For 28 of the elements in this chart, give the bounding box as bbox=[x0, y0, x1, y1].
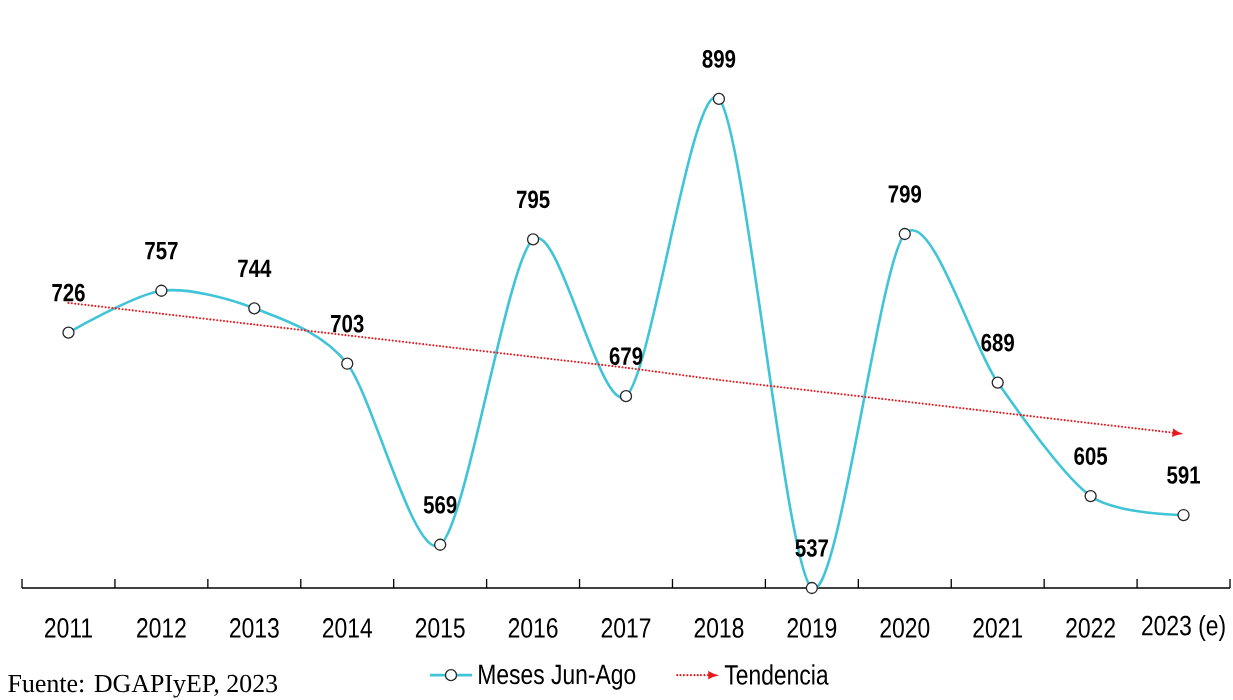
x-tick-label: 2019 bbox=[787, 618, 837, 638]
source-note: Fuente: DGAPIyEP, 2023 bbox=[8, 674, 278, 698]
data-label: 569 bbox=[423, 495, 457, 514]
x-tick-label: 2020 bbox=[880, 618, 930, 638]
x-tick-label: 2018 bbox=[694, 618, 744, 638]
x-tick-label: 2012 bbox=[137, 618, 186, 638]
x-tick-label: 2014 bbox=[322, 618, 372, 638]
data-label: 605 bbox=[1074, 447, 1108, 465]
data-label: 726 bbox=[52, 283, 85, 302]
data-label: 689 bbox=[981, 333, 1014, 352]
data-label: 703 bbox=[331, 314, 364, 333]
data-label: 899 bbox=[702, 50, 736, 68]
data-label: 591 bbox=[1167, 466, 1201, 484]
x-tick-label: 2021 bbox=[973, 618, 1023, 638]
x-tick-label: 2016 bbox=[508, 618, 558, 638]
data-label: 679 bbox=[609, 347, 643, 365]
legend-label: Meses Jun-Ago bbox=[479, 664, 636, 690]
data-label: 757 bbox=[145, 242, 178, 260]
x-tick-label: 2015 bbox=[415, 618, 465, 638]
data-label: 799 bbox=[888, 185, 922, 203]
x-tick-label: 2017 bbox=[601, 618, 651, 638]
x-tick-label: 2013 bbox=[230, 618, 279, 638]
x-tick-label: 2023 (e) bbox=[1142, 615, 1225, 641]
data-label: 795 bbox=[516, 190, 550, 209]
x-tick-label: 2022 bbox=[1066, 618, 1115, 638]
x-tick-label: 2011 bbox=[45, 618, 92, 638]
data-label: 744 bbox=[238, 259, 272, 277]
legend-label: Tendencia bbox=[724, 664, 829, 685]
